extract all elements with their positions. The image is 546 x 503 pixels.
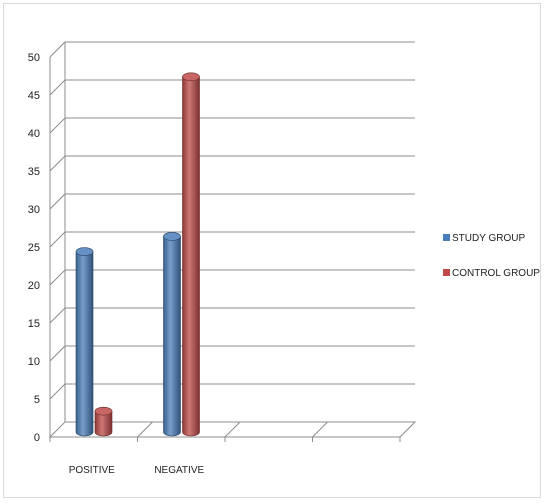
y-tick-label: 15	[28, 318, 40, 330]
gridlines	[49, 41, 415, 400]
x-axis-category-labels: POSITIVE NEGATIVE	[69, 465, 205, 476]
legend-item: CONTROL GROUP	[443, 268, 540, 279]
y-tick-label: 40	[28, 128, 40, 140]
x-category-label: POSITIVE	[69, 465, 115, 476]
bar-study-group-positive	[75, 247, 94, 437]
gridline	[49, 269, 415, 286]
legend-item: STUDY GROUP	[443, 233, 525, 244]
gridline	[49, 307, 415, 324]
x-category-label: NEGATIVE	[154, 465, 204, 476]
legend: STUDY GROUP CONTROL GROUP	[443, 233, 540, 279]
y-tick-label: 5	[34, 394, 40, 406]
bar-top	[182, 72, 200, 82]
y-tick-label: 30	[28, 204, 40, 216]
floor-divider	[312, 421, 328, 438]
bars	[75, 72, 200, 437]
y-tick-label: 20	[28, 280, 40, 292]
legend-label: CONTROL GROUP	[452, 268, 540, 279]
y-tick-label: 35	[28, 166, 40, 178]
gridline	[49, 41, 415, 58]
axes	[48, 42, 417, 442]
y-tick-label: 50	[28, 52, 40, 64]
y-axis-tick-labels: 0 5 10 15 20 25 30 35 40 45 50	[28, 52, 40, 444]
gridline	[49, 383, 415, 400]
legend-swatch	[443, 269, 450, 276]
floor-divider	[137, 421, 153, 438]
bar-top	[163, 232, 181, 241]
legend-swatch	[443, 234, 450, 241]
y-tick-label: 10	[28, 356, 40, 368]
bar-body	[75, 251, 94, 437]
bar-body	[163, 236, 181, 437]
gridline	[49, 231, 415, 248]
y-tick-label: 45	[28, 90, 40, 102]
bar-body	[182, 76, 200, 437]
bar-body	[94, 410, 113, 437]
y-tick-label: 25	[28, 242, 40, 254]
gridline	[49, 155, 415, 172]
gridline	[49, 79, 415, 96]
bar-control-group-negative	[182, 72, 200, 437]
bar-top	[75, 247, 94, 256]
gridline	[49, 193, 415, 210]
gridline	[49, 345, 415, 362]
floor-divider	[224, 421, 241, 438]
gridline	[49, 117, 415, 134]
bar-top	[94, 406, 113, 416]
bar-study-group-negative	[163, 232, 181, 437]
y-tick-label: 0	[34, 432, 40, 444]
bar-control-group-positive	[94, 406, 113, 437]
legend-label: STUDY GROUP	[452, 233, 525, 244]
